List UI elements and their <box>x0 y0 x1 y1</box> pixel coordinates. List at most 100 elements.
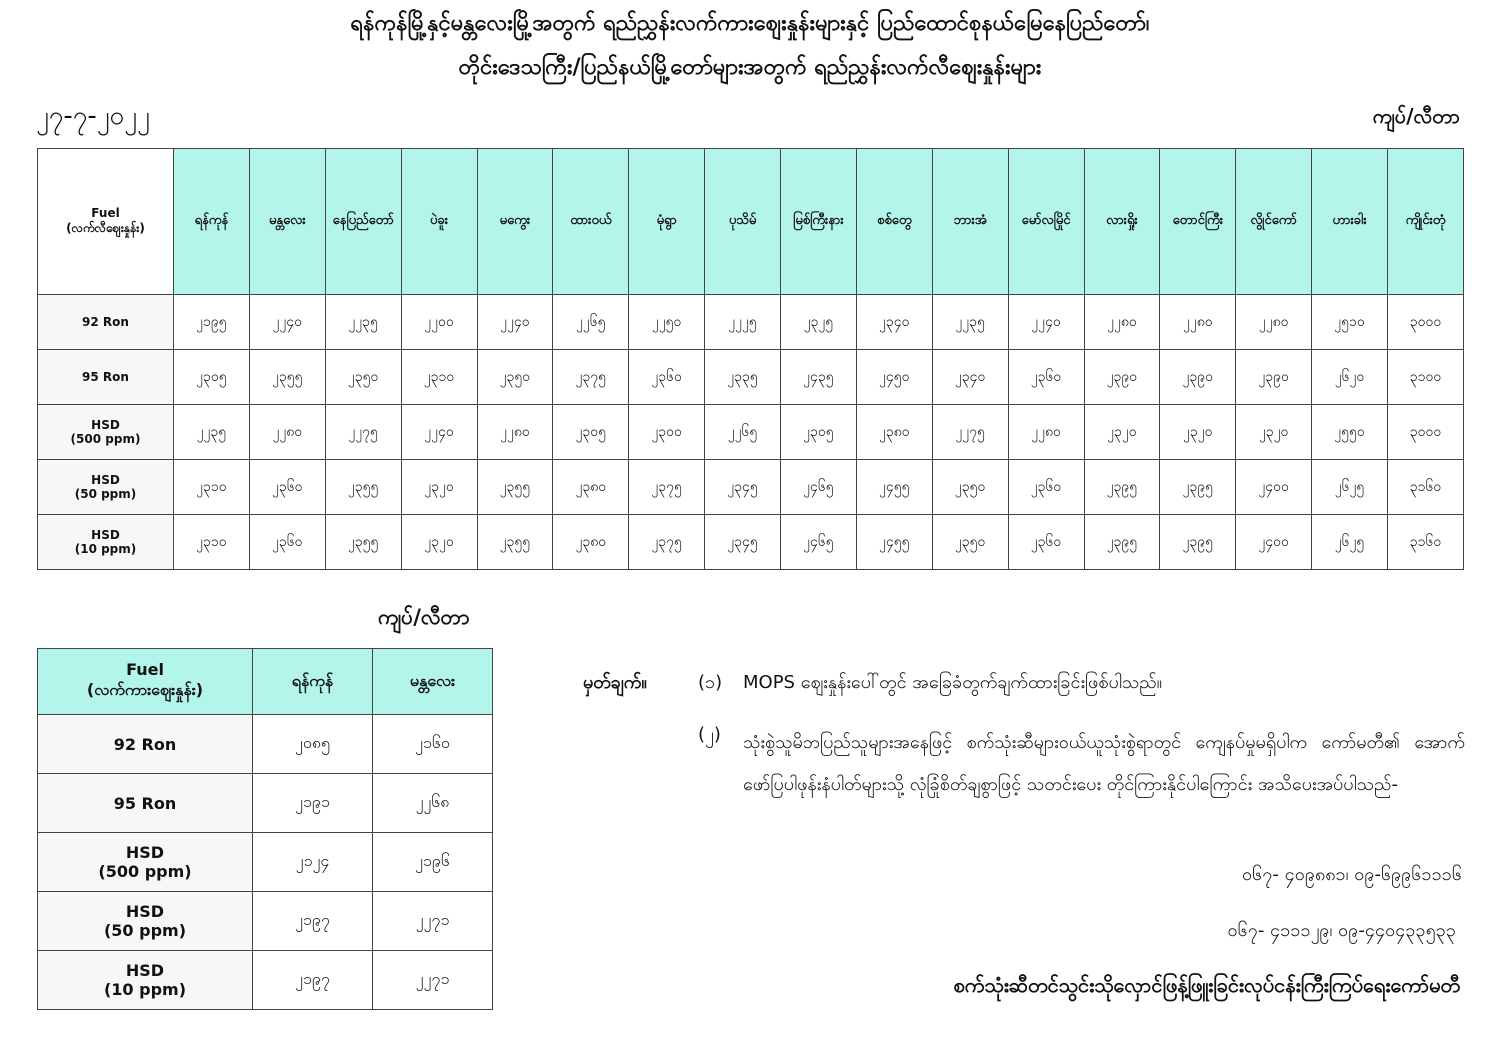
fuel-grade: (10 ppm) <box>74 542 137 556</box>
city-header: ဟားခါး <box>1311 148 1388 295</box>
city-header: ကျိုင်းတုံ <box>1387 148 1464 295</box>
price-cell: ၂၁၉၇ <box>252 891 373 951</box>
fuel-type-cell: HSD (10 ppm) <box>37 950 253 1010</box>
fuel-type-cell: HSD (500 ppm) <box>37 404 174 460</box>
city-header: နေပြည်တော် <box>324 148 402 295</box>
price-cell: ၂၂၈၀ <box>1083 294 1161 350</box>
price-cell: ၂၂၄၀ <box>1007 294 1085 350</box>
notes-label: မှတ်ချက်။ <box>583 672 647 693</box>
price-cell: ၂၃၆၀ <box>1007 459 1085 515</box>
price-cell: ၂၃၆၀ <box>248 514 326 570</box>
note-2: သုံးစွဲသူမိဘပြည်သူများအနေဖြင့် စက်သုံးဆီ… <box>743 732 1465 795</box>
fuel-grade: (50 ppm) <box>74 487 137 501</box>
title-line-2: တိုင်းဒေသကြီး/ပြည်နယ်မြို့တော်များအတွက် … <box>458 55 1042 80</box>
price-cell: ၂၂၈၀ <box>1235 294 1313 350</box>
city-header: ထားဝယ် <box>552 148 630 295</box>
price-cell: ၂၂၈၀ <box>1007 404 1085 460</box>
fuel-type-cell: HSD (500 ppm) <box>37 832 253 892</box>
price-cell: ၂၀၈၅ <box>252 714 373 774</box>
price-cell: ၂၃၅၅ <box>324 514 402 570</box>
price-cell: ၂၃၆၀ <box>248 459 326 515</box>
date: ၂၇-၇-၂၀၂၂ <box>36 101 150 131</box>
fuel-type: 92 Ron <box>82 315 129 329</box>
price-cell: ၂၁၉၁ <box>252 773 373 833</box>
price-cell: ၂၃၂၅ <box>780 294 857 350</box>
price-cell: ၂၃၂၀ <box>1083 404 1161 460</box>
price-cell: ၂၄၃၅ <box>780 349 857 405</box>
price-cell: ၂၃၅၅ <box>476 514 554 570</box>
fuel-type: 95 Ron <box>113 793 177 813</box>
price-cell: ၂၂၀၀ <box>400 294 478 350</box>
unit-label: ကျပ်/လီတာ <box>1372 104 1460 128</box>
price-cell: ၂၃၅၀ <box>324 349 402 405</box>
price-cell: ၂၃၇၅ <box>628 514 706 570</box>
fuel-grade: (50 ppm) <box>103 921 187 940</box>
price-cell: ၂၂၇၁ <box>372 891 493 951</box>
city-header: တောင်ကြီး <box>1159 148 1237 295</box>
table-row: 92 Ron ၂၀၈၅ ၂၁၆၀ <box>37 714 493 774</box>
city-header: စစ်တွေ <box>855 148 933 295</box>
price-cell: ၂၂၃၅ <box>324 294 402 350</box>
fuel-type: HSD <box>125 902 165 921</box>
price-cell: ၂၅၁၀ <box>1311 294 1388 350</box>
city-header: ရန်ကုန် <box>173 148 250 295</box>
price-cell: ၃၀၀၀ <box>1387 294 1464 350</box>
table-row: 95 Ron ၂၁၉၁ ၂၂၆၈ <box>37 773 493 833</box>
fuel-type: HSD <box>91 528 120 542</box>
fuel-type: HSD <box>91 418 120 432</box>
fuel-type: HSD <box>125 961 165 980</box>
fuel-header-label: Fuel <box>126 660 164 679</box>
fuel-header-label: Fuel <box>91 205 120 220</box>
price-cell: ၂၃၄၀ <box>855 294 933 350</box>
price-cell: ၂၃၉၅ <box>1083 459 1161 515</box>
price-cell: ၂၃၁၀ <box>173 514 250 570</box>
price-cell: ၂၃၇၅ <box>628 459 706 515</box>
fuel-type-cell: HSD (50 ppm) <box>37 459 174 515</box>
price-cell: ၂၃၉၅ <box>1159 514 1237 570</box>
price-cell: ၂၂၈၀ <box>476 404 554 460</box>
fuel-header: Fuel (လက်လီဈေးနှုန်း) <box>37 148 174 295</box>
fuel-type-cell: 92 Ron <box>37 714 253 774</box>
price-cell: ၂၃၅၅ <box>476 459 554 515</box>
price-cell: ၂၄၅၅ <box>855 459 933 515</box>
table-row: HSD (10 ppm) ၂၃၁၀ ၂၃၆၀ ၂၃၅၅ ၂၃၂၀ ၂၃၅၅ ၂၃၈၀ ၂၃၇၅၂… <box>37 514 1464 570</box>
price-cell: ၂၃၃၅ <box>704 349 781 405</box>
price-cell: ၂၂၈၀ <box>248 404 326 460</box>
wholesale-unit-label: ကျပ်/လီတာ <box>378 605 470 629</box>
price-cell: ၂၃၄၀ <box>931 349 1009 405</box>
price-cell: ၂၂၄၀ <box>248 294 326 350</box>
price-cell: ၂၃၆၀ <box>1007 349 1085 405</box>
price-cell: ၃၀၀၀ <box>1387 404 1464 460</box>
price-cell: ၂၂၇၁ <box>372 950 493 1010</box>
price-cell: ၂၆၂၅ <box>1311 514 1388 570</box>
price-cell: ၃၁၆၀ <box>1387 514 1464 570</box>
price-cell: ၂၃၂၀ <box>400 514 478 570</box>
price-cell: ၂၃၁၀ <box>400 349 478 405</box>
price-cell: ၂၄၆၅ <box>780 459 857 515</box>
fuel-type: HSD <box>91 473 120 487</box>
price-cell: ၂၂၇၅ <box>931 404 1009 460</box>
price-cell: ၂၃၅၀ <box>476 349 554 405</box>
price-cell: ၂၃၅၀ <box>931 514 1009 570</box>
price-cell: ၂၃၆၀ <box>1007 514 1085 570</box>
price-cell: ၂၁၉၇ <box>252 950 373 1010</box>
fuel-header-sublabel: (လက်လီဈေးနှုန်း) <box>66 220 145 235</box>
price-cell: ၂၃၂၀ <box>1235 404 1313 460</box>
price-cell: ၂၃၈၀ <box>552 514 630 570</box>
city-header: မော်လမြိုင် <box>1007 148 1085 295</box>
price-cell: ၂၂၃၅ <box>931 294 1009 350</box>
city-header: မုံရွာ <box>628 148 706 295</box>
phone-numbers-1: ၀၆၇- ၄၀၉၈၈၁၊ ၀၉-၆၉၉၆၁၁၁၆ <box>1242 864 1462 885</box>
fuel-header: Fuel (လက်ကားဈေးနှုန်း) <box>37 648 253 715</box>
price-cell: ၂၆၂၅ <box>1311 459 1388 515</box>
fuel-grade: (500 ppm) <box>70 432 141 446</box>
price-cell: ၂၃၄၅ <box>704 459 781 515</box>
fuel-type: 92 Ron <box>113 734 177 754</box>
fuel-header-sublabel: (လက်ကားဈေးနှုန်း) <box>86 680 204 699</box>
price-cell: ၂၃၅၀ <box>931 459 1009 515</box>
price-cell: ၂၃၀၀ <box>628 404 706 460</box>
table-row: HSD (500 ppm) ၂၂၃၅ ၂၂၈၀ ၂၂၇၅ ၂၂၄၀ ၂၂၈၀ ၂၃၀၅ ၂၃၀၀… <box>37 404 1464 460</box>
price-cell: ၂၃၉၅ <box>1083 514 1161 570</box>
table-row: HSD (10 ppm) ၂၁၉၇ ၂၂၇၁ <box>37 950 493 1010</box>
